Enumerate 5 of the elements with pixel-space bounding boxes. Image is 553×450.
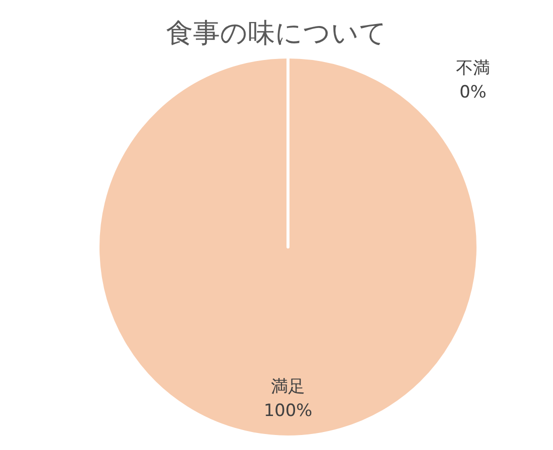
slice-label: 満足 [271, 377, 305, 397]
text: 0% [459, 82, 486, 102]
category-label: 不満 [456, 58, 490, 78]
chart-title: 食事の味について [166, 18, 387, 49]
data-label: 100% [264, 401, 312, 421]
